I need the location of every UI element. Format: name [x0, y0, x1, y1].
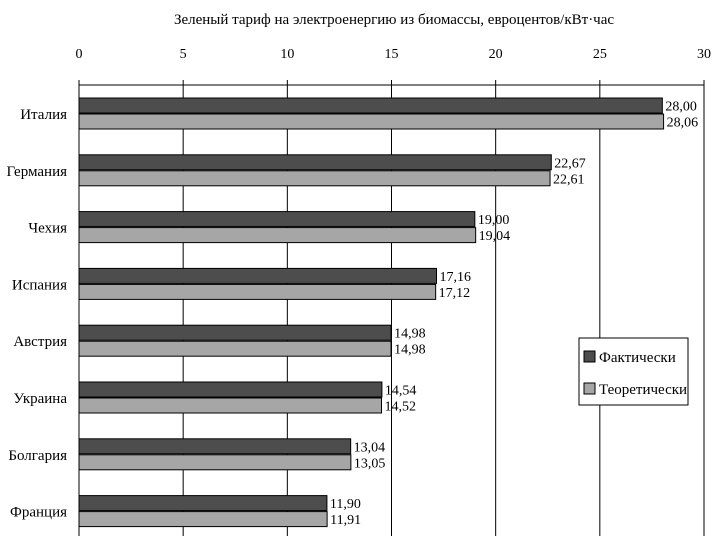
bar-teoreticheski [78, 340, 392, 357]
data-label: 13,05 [354, 456, 386, 471]
legend-label-teoreticheski: Теоретически [599, 382, 687, 398]
category-label: Чехия [28, 221, 67, 237]
category-label: Украина [14, 391, 68, 407]
x-tick-label: 10 [280, 47, 294, 62]
data-label: 19,04 [479, 229, 511, 244]
x-tick-label: 5 [180, 47, 187, 62]
x-axis: 0 5 10 15 20 25 30 [76, 47, 711, 86]
bar-fakticheski [78, 211, 476, 228]
data-label: 19,00 [478, 213, 510, 228]
legend: Фактически Теоретически [578, 337, 689, 406]
legend-box [578, 337, 689, 406]
legend-label-fakticheski: Фактически [599, 350, 676, 366]
data-label: 28,00 [665, 100, 697, 115]
bar-teoreticheski [78, 511, 328, 528]
category-label: Австрия [13, 334, 67, 350]
legend-swatch-teoreticheski [583, 382, 596, 395]
data-label: 14,52 [385, 400, 417, 415]
data-label: 28,06 [667, 116, 699, 131]
data-label: 14,54 [385, 384, 417, 399]
bar-fakticheski [78, 438, 352, 455]
bar-teoreticheski [78, 227, 477, 244]
x-tick-label: 30 [697, 47, 711, 62]
data-label: 22,61 [553, 172, 585, 187]
x-tick-label: 20 [489, 47, 503, 62]
bar-teoreticheski [78, 283, 437, 300]
bar-teoreticheski [78, 113, 665, 130]
category-labels: Италия Германия Чехия Испания Австрия Украина… [7, 107, 68, 521]
bar-fakticheski [78, 154, 552, 171]
x-tick-label: 0 [76, 47, 83, 62]
data-label: 11,91 [330, 513, 361, 528]
data-label: 14,98 [394, 327, 426, 342]
bar-fakticheski [78, 381, 383, 398]
category-label: Испания [12, 277, 67, 293]
data-label: 13,04 [354, 440, 386, 455]
data-label: 11,90 [330, 497, 361, 512]
data-label: 17,16 [440, 270, 472, 285]
bar-fakticheski [78, 97, 663, 114]
category-label: Германия [7, 164, 68, 180]
x-tick-label: 15 [385, 47, 399, 62]
bar-fakticheski [78, 324, 392, 341]
data-label: 22,67 [554, 156, 586, 171]
bar-teoreticheski [78, 454, 352, 471]
category-label: Болгария [8, 448, 67, 464]
bar-teoreticheski [78, 397, 382, 414]
category-label: Франция [10, 505, 67, 521]
data-label: 17,12 [439, 286, 471, 301]
category-label: Италия [20, 107, 67, 123]
bar-teoreticheski [78, 170, 551, 187]
chart-title: Зеленый тариф на электроенергию из биома… [174, 12, 614, 28]
legend-swatch-fakticheski [583, 350, 596, 363]
bar-fakticheski [78, 495, 328, 512]
data-label: 14,98 [394, 343, 426, 358]
bars [78, 97, 665, 528]
bar-fakticheski [78, 267, 437, 284]
x-tick-label: 25 [593, 47, 607, 62]
